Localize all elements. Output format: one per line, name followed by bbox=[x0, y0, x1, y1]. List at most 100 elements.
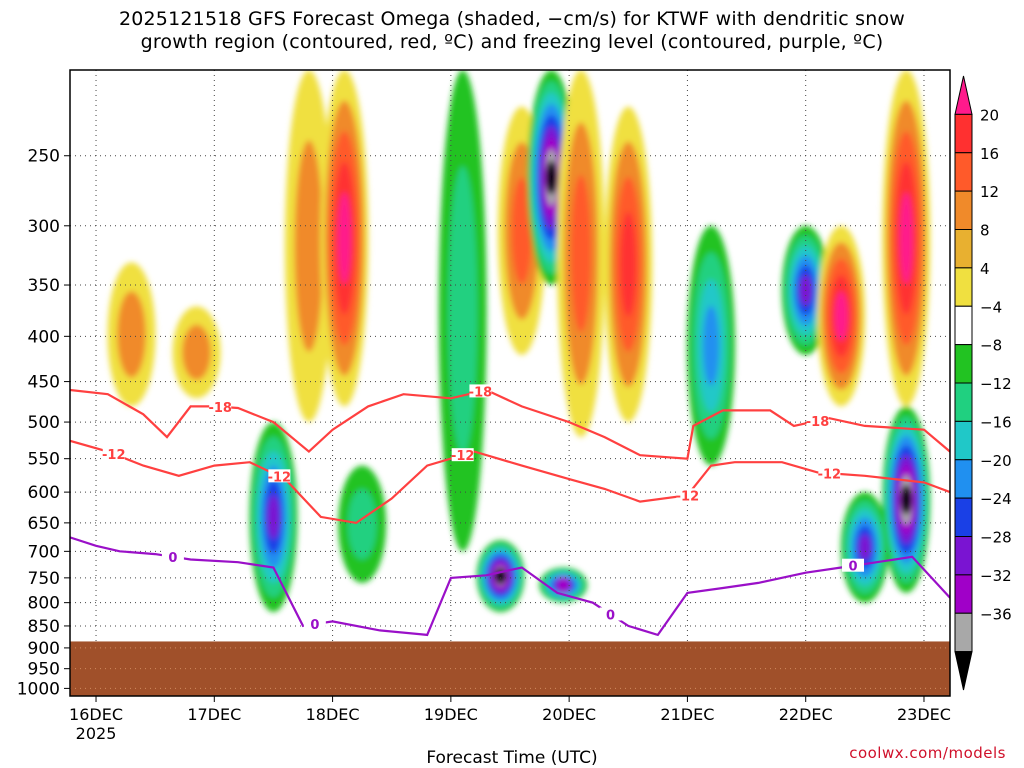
omega-contour-band bbox=[834, 291, 848, 341]
y-tick-label: 700 bbox=[28, 542, 60, 562]
omega-contour-band bbox=[703, 305, 720, 386]
y-tick-label: 650 bbox=[28, 514, 60, 534]
chart-title-line-2: growth region (contoured, red, ºC) and f… bbox=[140, 31, 884, 53]
x-tick-label: 23DEC bbox=[897, 705, 951, 724]
colorbar-swatch bbox=[954, 190, 973, 230]
x-tick-label: 19DEC bbox=[424, 705, 478, 724]
y-tick-label: 550 bbox=[28, 450, 60, 470]
contour-label: 0 bbox=[310, 618, 319, 633]
colorbar-label: −16 bbox=[980, 413, 1012, 431]
omega-contour-band bbox=[620, 211, 637, 317]
omega-contour-band bbox=[858, 534, 871, 561]
colorbar-swatch bbox=[954, 536, 973, 576]
colorbar-label: −32 bbox=[980, 567, 1012, 585]
colorbar-label: −8 bbox=[980, 337, 1002, 355]
omega-feature bbox=[840, 492, 889, 603]
omega-contour-band bbox=[294, 140, 324, 352]
omega-contour-band bbox=[267, 495, 280, 540]
contour-label: -18 bbox=[208, 401, 232, 416]
contour-line bbox=[70, 439, 950, 525]
colorbar-label: 16 bbox=[980, 145, 999, 163]
omega-contour-band bbox=[511, 177, 533, 285]
contour-label: -12 bbox=[102, 448, 126, 463]
x-tick-label: 22DEC bbox=[779, 705, 833, 724]
colorbar-swatch bbox=[954, 382, 973, 422]
colorbar-swatch bbox=[954, 113, 973, 154]
y-tick-label: 350 bbox=[28, 276, 60, 296]
omega-feature bbox=[107, 262, 156, 407]
chart-title-line-1: 2025121518 GFS Forecast Omega (shaded, −… bbox=[118, 8, 906, 30]
y-tick-label: 900 bbox=[28, 639, 60, 659]
omega-feature bbox=[249, 422, 298, 613]
omega-feature bbox=[320, 70, 369, 407]
colorbar-label: −4 bbox=[980, 298, 1002, 316]
plot-area: -18 -18 -18 -12 -12 -12 -12 -12 0 0 0 0 bbox=[70, 70, 950, 696]
omega-contour-band bbox=[900, 484, 913, 515]
colorbar-swatch bbox=[954, 651, 973, 691]
omega-contour-band bbox=[448, 166, 478, 456]
colorbar-label: −28 bbox=[980, 529, 1012, 547]
colorbar-label: 12 bbox=[980, 183, 999, 201]
omega-feature bbox=[817, 225, 866, 407]
y-tick-label: 600 bbox=[28, 483, 60, 503]
contour-label: 0 bbox=[168, 551, 177, 566]
omega-feature bbox=[539, 567, 588, 603]
colorbar: 20 16 12 8 4 −4 −8 −12 −16 −20 −24 −28 −32 −36 bbox=[954, 75, 1012, 691]
x-tick-label: 20DEC bbox=[542, 705, 596, 724]
omega-feature bbox=[172, 306, 221, 399]
contour-line bbox=[70, 536, 950, 637]
x-tick-sublabel: 2025 bbox=[76, 724, 117, 743]
contour-label-background bbox=[676, 488, 699, 502]
colorbar-label: −36 bbox=[980, 605, 1012, 623]
contour-label: 0 bbox=[606, 608, 615, 623]
contour-label-background bbox=[161, 549, 184, 563]
contour-label: -12 bbox=[268, 470, 292, 485]
colorbar-label: 20 bbox=[980, 106, 999, 124]
y-tick-label: 850 bbox=[28, 617, 60, 637]
contour-label-background bbox=[303, 617, 326, 631]
omega-contour-band bbox=[182, 324, 211, 380]
contour-label: -12 bbox=[451, 449, 475, 464]
omega-feature bbox=[338, 465, 387, 583]
contour-label: -18 bbox=[806, 415, 830, 430]
site-credit[interactable]: coolwx.com/models bbox=[849, 744, 1006, 762]
contour-label: -12 bbox=[818, 467, 842, 482]
colorbar-label: 8 bbox=[980, 222, 990, 240]
y-tick-label: 450 bbox=[28, 373, 60, 393]
x-tick-label: 21DEC bbox=[660, 705, 714, 724]
contour-label: 0 bbox=[848, 560, 857, 575]
colorbar-label: −24 bbox=[980, 490, 1012, 508]
y-tick-label: 400 bbox=[28, 327, 60, 347]
contour-label-background bbox=[469, 384, 492, 398]
colorbar-label: 4 bbox=[980, 260, 990, 278]
contour-label-background bbox=[806, 413, 829, 427]
colorbar-label: −20 bbox=[980, 452, 1012, 470]
colorbar-swatch bbox=[954, 574, 973, 614]
colorbar-label: −12 bbox=[980, 375, 1012, 393]
omega-contour-band bbox=[117, 291, 146, 378]
omega-contour-band bbox=[337, 192, 351, 285]
omega-feature bbox=[438, 70, 487, 552]
omega-contour-band bbox=[899, 192, 913, 285]
y-tick-label: 500 bbox=[28, 413, 60, 433]
omega-contour-band bbox=[557, 577, 570, 594]
omega-feature bbox=[476, 540, 525, 613]
contour-label-background bbox=[818, 466, 841, 480]
omega-contour-band bbox=[570, 174, 592, 333]
colorbar-swatch bbox=[954, 305, 973, 346]
colorbar-swatch bbox=[954, 612, 973, 653]
y-tick-label: 250 bbox=[28, 147, 60, 167]
colorbar-swatch bbox=[954, 420, 973, 461]
colorbar-swatch bbox=[954, 497, 973, 537]
contour-label: -12 bbox=[676, 489, 700, 504]
omega-feature bbox=[687, 225, 736, 466]
y-tick-label: 1000 bbox=[17, 679, 60, 699]
colorbar-swatch bbox=[954, 229, 973, 269]
plot-frame bbox=[69, 69, 951, 697]
y-axis: 2503003504004505005506006507007508008509… bbox=[17, 147, 70, 699]
contour-lines: -18 -18 -18 -12 -12 -12 -12 -12 0 0 0 0 bbox=[70, 384, 950, 637]
omega-feature bbox=[882, 406, 931, 593]
contour-label-background bbox=[842, 558, 865, 572]
colorbar-swatch bbox=[954, 75, 973, 115]
